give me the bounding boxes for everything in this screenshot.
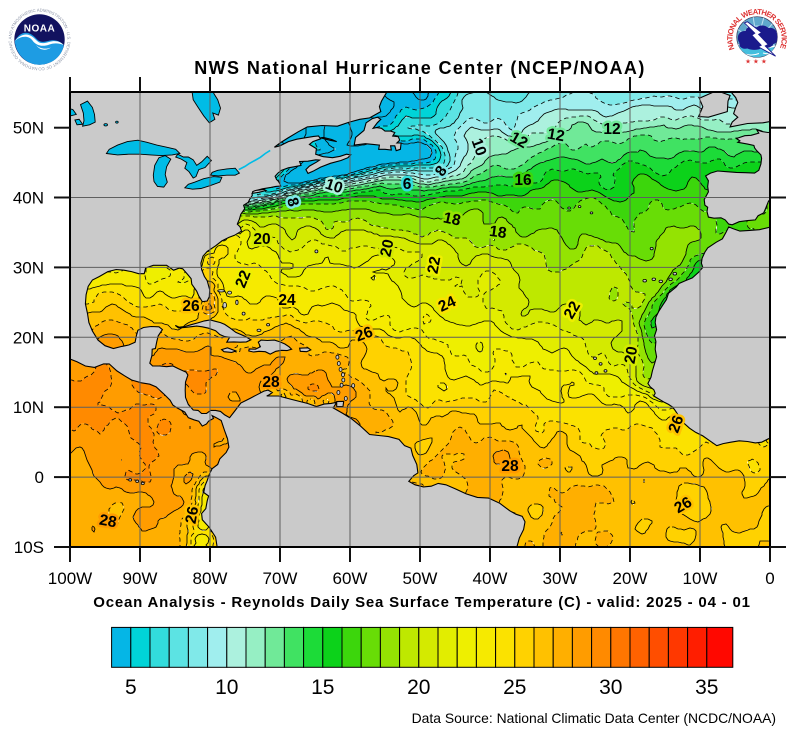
svg-text:0: 0 bbox=[765, 569, 774, 588]
svg-text:20: 20 bbox=[377, 238, 397, 258]
svg-text:30W: 30W bbox=[543, 569, 578, 588]
svg-text:28: 28 bbox=[262, 374, 280, 391]
svg-text:20N: 20N bbox=[13, 328, 44, 347]
svg-text:25: 25 bbox=[503, 676, 526, 699]
svg-text:0: 0 bbox=[35, 468, 44, 487]
svg-text:10: 10 bbox=[215, 676, 238, 699]
svg-text:20W: 20W bbox=[613, 569, 648, 588]
svg-text:12: 12 bbox=[546, 126, 566, 146]
svg-text:40W: 40W bbox=[473, 569, 508, 588]
svg-text:20: 20 bbox=[253, 231, 270, 248]
svg-text:40N: 40N bbox=[13, 189, 44, 208]
svg-text:16: 16 bbox=[514, 172, 532, 189]
svg-text:Data Source: National Climatic: Data Source: National Climatic Data Cent… bbox=[412, 710, 776, 726]
svg-text:18: 18 bbox=[488, 223, 508, 242]
svg-text:90W: 90W bbox=[123, 569, 158, 588]
svg-text:10W: 10W bbox=[683, 569, 718, 588]
svg-text:80W: 80W bbox=[193, 569, 228, 588]
svg-text:★★★: ★★★ bbox=[745, 58, 769, 66]
svg-text:50W: 50W bbox=[403, 569, 438, 588]
svg-text:NOAA: NOAA bbox=[24, 24, 55, 35]
svg-text:5: 5 bbox=[125, 676, 137, 699]
svg-text:35: 35 bbox=[695, 676, 718, 699]
svg-text:6: 6 bbox=[403, 176, 412, 193]
svg-text:12: 12 bbox=[603, 121, 620, 138]
svg-text:30N: 30N bbox=[13, 258, 44, 277]
svg-text:20: 20 bbox=[407, 676, 430, 699]
svg-text:26: 26 bbox=[182, 298, 200, 315]
svg-text:10N: 10N bbox=[13, 398, 44, 417]
svg-text:70W: 70W bbox=[263, 569, 298, 588]
svg-text:28: 28 bbox=[98, 512, 118, 532]
svg-text:20: 20 bbox=[622, 345, 642, 365]
svg-text:10S: 10S bbox=[14, 538, 44, 557]
svg-text:22: 22 bbox=[425, 255, 445, 275]
svg-text:100W: 100W bbox=[48, 569, 92, 588]
svg-text:60W: 60W bbox=[333, 569, 368, 588]
svg-text:15: 15 bbox=[311, 676, 334, 699]
svg-text:30: 30 bbox=[599, 676, 622, 699]
svg-text:50N: 50N bbox=[13, 119, 44, 138]
svg-text:28: 28 bbox=[501, 458, 519, 475]
svg-text:24: 24 bbox=[278, 292, 296, 309]
svg-text:26: 26 bbox=[183, 505, 203, 525]
svg-text:NWS National Hurricane Center: NWS National Hurricane Center (NCEP/NOAA… bbox=[194, 58, 645, 78]
svg-text:Ocean Analysis - Reynolds Dail: Ocean Analysis - Reynolds Daily Sea Surf… bbox=[93, 594, 750, 611]
